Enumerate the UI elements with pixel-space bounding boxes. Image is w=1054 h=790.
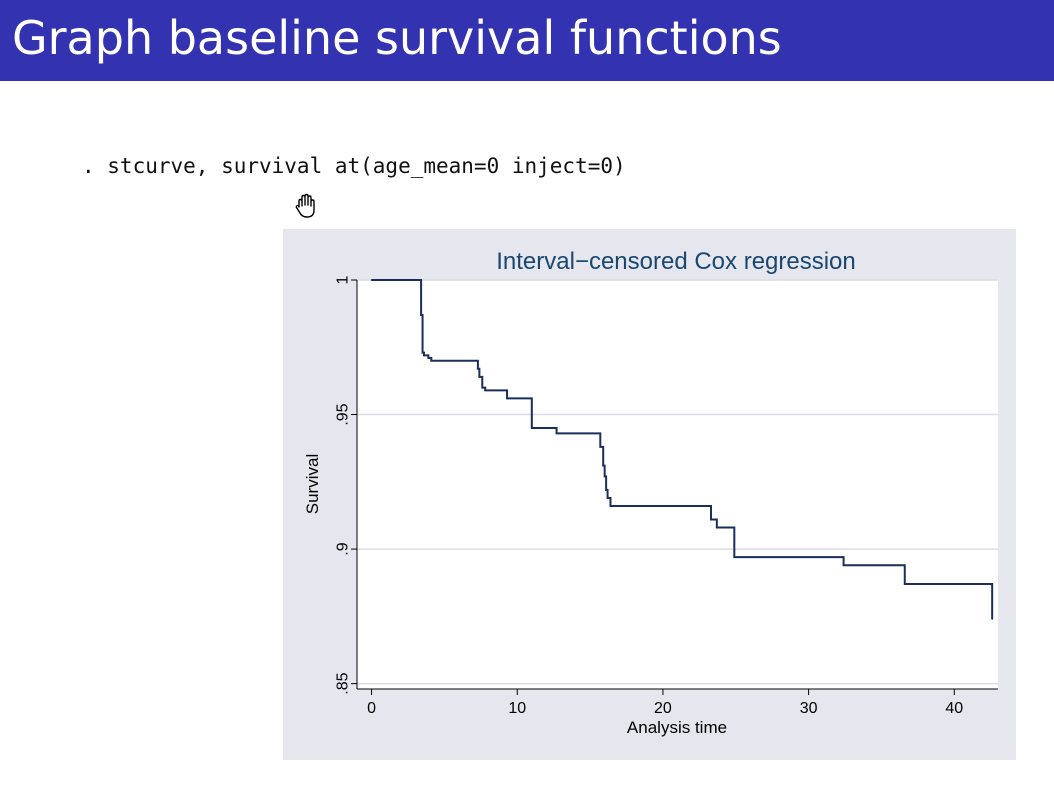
y-ticks: .85 .9 .95 1 bbox=[335, 275, 357, 695]
step-point bbox=[991, 618, 993, 620]
step-point bbox=[794, 556, 797, 558]
y-tick-label: .9 bbox=[335, 542, 352, 555]
step-point bbox=[430, 359, 433, 362]
step-point bbox=[599, 446, 602, 448]
survival-curve bbox=[371, 279, 994, 620]
x-tick-label: 0 bbox=[367, 700, 376, 717]
step-point bbox=[421, 351, 424, 354]
step-point bbox=[427, 357, 430, 359]
step-point bbox=[609, 505, 612, 507]
x-tick-label: 30 bbox=[800, 700, 818, 717]
y-axis-title: Survival bbox=[303, 454, 322, 514]
slide-title: Graph baseline survival functions bbox=[12, 11, 782, 65]
step-point bbox=[666, 505, 669, 507]
step-point bbox=[710, 518, 712, 521]
x-ticks: 0 10 20 30 40 bbox=[367, 689, 963, 717]
y-tick-label: .85 bbox=[335, 672, 352, 694]
step-point bbox=[420, 314, 422, 316]
step-point bbox=[484, 389, 486, 392]
step-point bbox=[531, 427, 533, 429]
step-point bbox=[478, 376, 481, 378]
x-tick-label: 20 bbox=[654, 700, 672, 717]
gridlines bbox=[357, 279, 998, 685]
step-point bbox=[903, 583, 906, 585]
plot-area bbox=[357, 280, 998, 689]
step-points bbox=[370, 279, 993, 620]
step-point bbox=[481, 386, 484, 389]
step-point bbox=[602, 464, 605, 467]
step-point bbox=[555, 432, 558, 435]
step-point bbox=[370, 279, 373, 281]
chart-title: Interval−censored Cox regression bbox=[496, 248, 856, 275]
x-tick-label: 40 bbox=[945, 700, 963, 717]
title-bar: Graph baseline survival functions bbox=[0, 0, 1054, 81]
step-point bbox=[605, 489, 607, 491]
y-tick-label: 1 bbox=[335, 275, 352, 284]
step-point bbox=[842, 564, 845, 567]
x-tick-label: 10 bbox=[508, 700, 526, 717]
step-point bbox=[606, 497, 609, 499]
stata-command: . stcurve, survival at(age_mean=0 inject… bbox=[82, 154, 626, 178]
hand-cursor-icon bbox=[295, 193, 315, 218]
step-point bbox=[506, 397, 508, 400]
y-tick-label: .95 bbox=[335, 403, 352, 425]
x-axis-title: Analysis time bbox=[627, 718, 727, 737]
survival-chart: Interval−censored Cox regression .85 .9 .9… bbox=[303, 248, 998, 737]
step-point bbox=[733, 556, 736, 558]
graph-panel: Interval−censored Cox regression .85 .9 .9… bbox=[283, 229, 1016, 760]
step-point bbox=[603, 475, 606, 478]
step-point bbox=[716, 526, 718, 529]
step-point bbox=[423, 354, 425, 357]
step-point bbox=[477, 367, 479, 370]
